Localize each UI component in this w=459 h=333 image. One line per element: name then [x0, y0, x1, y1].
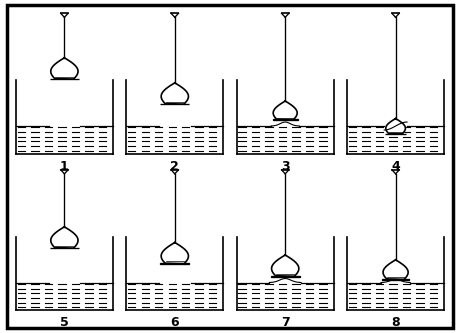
Bar: [346, 81, 443, 154]
Polygon shape: [273, 101, 297, 120]
Text: 2: 2: [170, 160, 179, 173]
Polygon shape: [382, 260, 407, 279]
Bar: [126, 237, 223, 310]
Bar: [126, 81, 223, 154]
Text: 6: 6: [170, 316, 179, 329]
Bar: [160, 263, 189, 264]
Bar: [160, 104, 189, 105]
Bar: [16, 237, 113, 310]
Text: 8: 8: [391, 316, 399, 329]
Bar: [346, 237, 443, 310]
Text: 4: 4: [390, 160, 399, 173]
Bar: [381, 279, 408, 280]
Bar: [16, 81, 113, 154]
Bar: [236, 81, 333, 154]
Text: 3: 3: [280, 160, 289, 173]
Text: 5: 5: [60, 316, 69, 329]
Polygon shape: [161, 83, 188, 104]
Text: 1: 1: [60, 160, 69, 173]
Polygon shape: [161, 242, 188, 264]
Polygon shape: [271, 255, 298, 276]
Bar: [236, 237, 333, 310]
Text: 7: 7: [280, 316, 289, 329]
Bar: [270, 276, 299, 277]
Polygon shape: [385, 119, 404, 134]
Polygon shape: [50, 227, 78, 248]
Polygon shape: [50, 58, 78, 79]
